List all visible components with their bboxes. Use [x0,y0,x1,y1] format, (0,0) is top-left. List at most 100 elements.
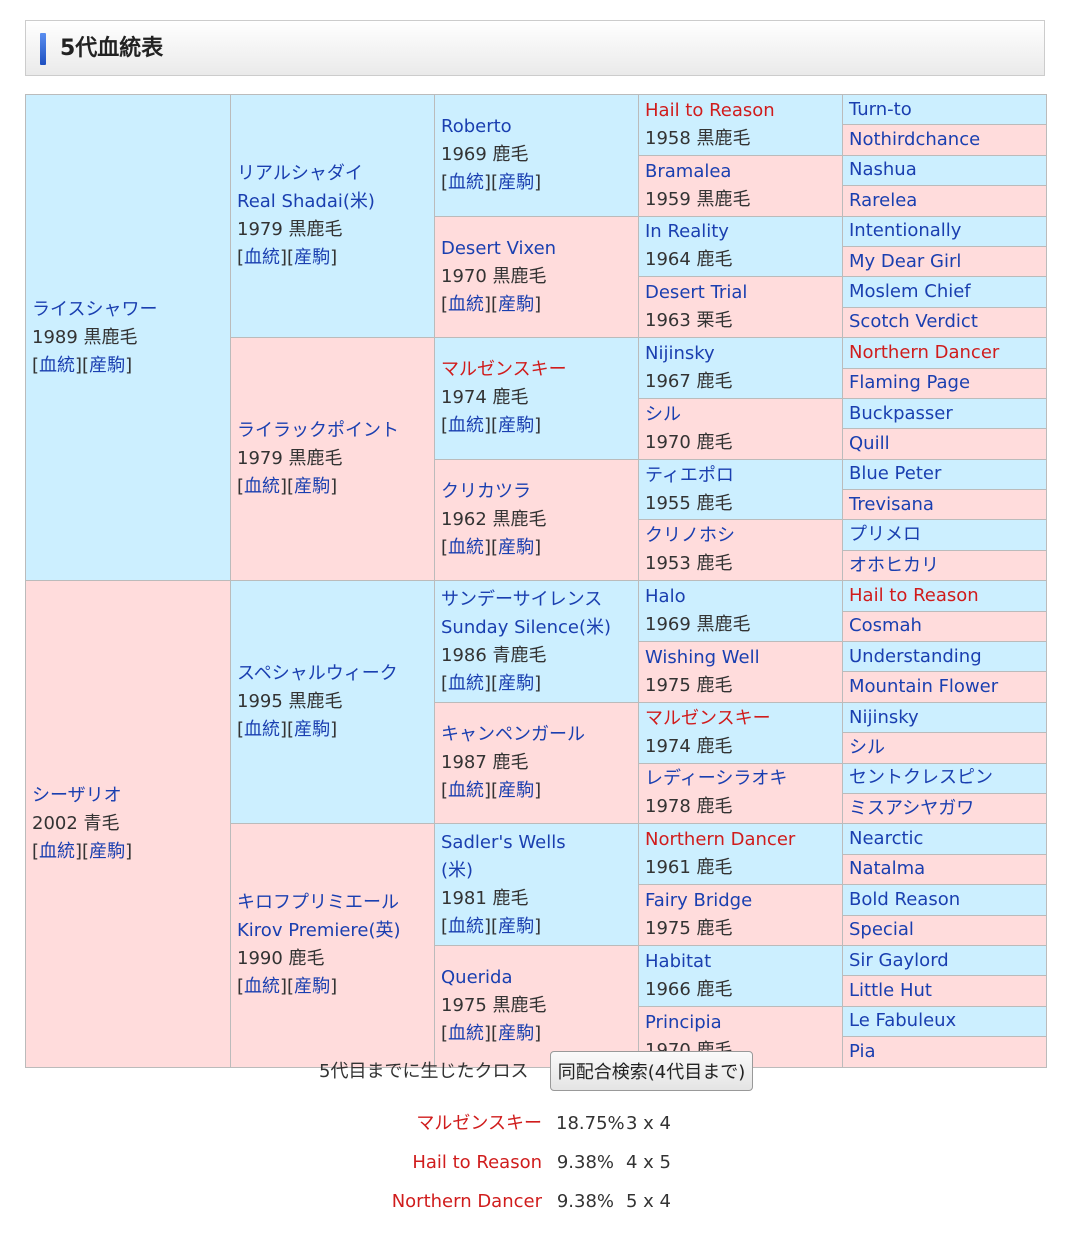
horse-name-link[interactable]: Northern Dancer [645,829,796,851]
pedigree-link[interactable]: 血統 [39,354,76,376]
horse-name-link[interactable]: クリカツラ [441,480,531,502]
horse-name-link[interactable]: キロフプリミエール [237,892,399,914]
horse-name-link[interactable]: クリノホシ [645,525,735,547]
horse-name-link[interactable]: セントクレスピン [849,767,993,789]
horse-name-link[interactable]: ミスアシヤガワ [849,797,975,819]
offspring-link[interactable]: 産駒 [498,672,535,694]
horse-name-link[interactable]: Moslem Chief [849,281,971,303]
horse-name-link[interactable]: Flaming Page [849,372,971,394]
horse-name-link[interactable]: My Dear Girl [849,250,962,272]
pedigree-link[interactable]: 血統 [244,976,281,998]
pedigree-link[interactable]: 血統 [448,915,485,937]
horse-name-link[interactable]: プリメロ [849,524,921,546]
horse-name-link[interactable]: Bold Reason [849,888,961,910]
horse-name-link[interactable]: Cosmah [849,615,922,637]
horse-name-link[interactable]: Northern Dancer [849,341,1000,363]
horse-name-link[interactable]: Sir Gaylord [849,949,949,971]
horse-name-link[interactable]: レディーシラオキ [645,768,788,790]
offspring-link[interactable]: 産駒 [294,719,331,741]
pedigree-link[interactable]: 血統 [448,293,485,315]
horse-name-link[interactable]: Trevisana [849,493,934,515]
same-mating-search-button[interactable]: 同配合検索(4代目まで) [550,1051,753,1091]
cross-horse-name[interactable]: マルゼンスキー [416,1113,542,1134]
horse-name-link[interactable]: リアルシャダイ [237,163,363,185]
offspring-link[interactable]: 産駒 [498,293,535,315]
horse-name-link[interactable]: Understanding [849,645,982,667]
horse-name-link[interactable]: In Reality [645,221,729,243]
horse-name-link[interactable]: キャンペンガール [441,724,585,746]
horse-name-link[interactable]: Nothirdchance [849,129,981,151]
pedigree-link[interactable]: 血統 [244,247,281,269]
horse-name-link[interactable]: Halo [645,586,686,608]
offspring-link[interactable]: 産駒 [294,476,331,498]
pedigree-cell-gen5: Blue Peter [842,458,1047,491]
horse-name-link[interactable]: Desert Trial [645,282,748,304]
pedigree-link[interactable]: 血統 [39,840,76,862]
horse-name-link[interactable]: マルゼンスキー [645,707,771,729]
offspring-link[interactable]: 産駒 [294,976,331,998]
horse-name-link[interactable]: シル [645,403,681,425]
horse-name-link[interactable]: Little Hut [849,980,932,1002]
pedigree-link[interactable]: 血統 [448,536,485,558]
horse-name-link[interactable]: Rarelea [849,189,918,211]
horse-name-link[interactable]: Buckpasser [849,402,953,424]
pedigree-link[interactable]: 血統 [448,415,485,437]
offspring-link[interactable]: 産駒 [89,354,126,376]
pedigree-link[interactable]: 血統 [448,672,485,694]
offspring-link[interactable]: 産駒 [498,915,535,937]
horse-name-link[interactable]: Nijinsky [849,706,919,728]
horse-name-link[interactable]: Principia [645,1011,722,1033]
horse-name-en-link[interactable]: Sunday Silence(米) [441,616,611,638]
offspring-link[interactable]: 産駒 [294,247,331,269]
horse-name-link[interactable]: ライスシャワー [32,298,158,320]
horse-name-link[interactable]: Nijinsky [645,343,715,365]
horse-name-link[interactable]: Wishing Well [645,646,760,668]
horse-name-link[interactable]: Hail to Reason [645,99,775,121]
horse-name-en-link[interactable]: Kirov Premiere(英) [237,920,401,942]
offspring-link[interactable]: 産駒 [498,536,535,558]
horse-name-link[interactable]: Natalma [849,858,926,880]
horse-name-link[interactable]: Turn-to [849,98,912,120]
horse-name-link[interactable]: Mountain Flower [849,676,999,698]
offspring-link[interactable]: 産駒 [498,172,535,194]
pedigree-link[interactable]: 血統 [448,1023,485,1045]
horse-name-link[interactable]: オホヒカリ [849,554,939,576]
horse-name-link[interactable]: ティエポロ [645,464,734,486]
horse-name-link[interactable]: Nearctic [849,828,924,850]
horse-name-link[interactable]: Hail to Reason [849,584,979,606]
offspring-link[interactable]: 産駒 [498,780,535,802]
horse-name-link[interactable]: シーザリオ [32,784,122,806]
horse-name-link[interactable]: Special [849,919,914,941]
horse-name-link[interactable]: Scotch Verdict [849,311,978,333]
horse-name-link[interactable]: Bramalea [645,160,732,182]
horse-name-link[interactable]: ライラックポイント [237,420,399,442]
horse-name-link[interactable]: Desert Vixen [441,237,557,259]
pedigree-link[interactable]: 血統 [244,476,281,498]
pedigree-link[interactable]: 血統 [448,172,485,194]
cross-horse-name[interactable]: Hail to Reason [412,1152,542,1173]
horse-name-en-link[interactable]: (米) [441,859,474,881]
horse-name-link[interactable]: Roberto [441,116,512,138]
horse-name-link[interactable]: Pia [849,1040,876,1062]
horse-name-link[interactable]: Fairy Bridge [645,890,753,912]
horse-name-link[interactable]: マルゼンスキー [441,359,567,381]
horse-name-en-link[interactable]: Real Shadai(米) [237,191,375,213]
offspring-link[interactable]: 産駒 [89,840,126,862]
cross-horse-name[interactable]: Northern Dancer [391,1191,542,1212]
horse-name-link[interactable]: Querida [441,967,513,989]
horse-name-link[interactable]: スペシャルウィーク [237,663,398,685]
horse-name-link[interactable]: サンデーサイレンス [441,588,603,610]
horse-name-link[interactable]: Habitat [645,950,712,972]
offspring-link[interactable]: 産駒 [498,1023,535,1045]
pedigree-link[interactable]: 血統 [244,719,281,741]
offspring-link[interactable]: 産駒 [498,415,535,437]
horse-name-link[interactable]: シル [849,736,885,758]
horse-name-link[interactable]: Sadler's Wells [441,831,566,853]
horse-name-link[interactable]: Quill [849,432,890,454]
pedigree-link[interactable]: 血統 [448,780,485,802]
pedigree-cell-gen4: マルゼンスキー 1974 鹿毛 [638,701,843,764]
horse-name-link[interactable]: Blue Peter [849,463,942,485]
horse-name-link[interactable]: Le Fabuleux [849,1010,957,1032]
horse-name-link[interactable]: Nashua [849,159,917,181]
horse-name-link[interactable]: Intentionally [849,220,962,242]
